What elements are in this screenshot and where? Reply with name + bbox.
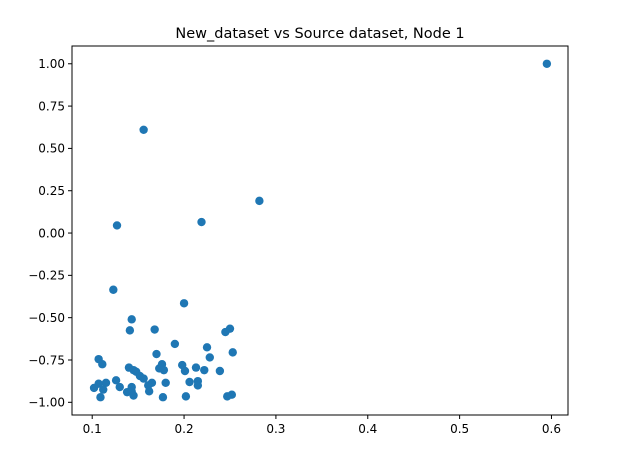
data-point <box>96 393 105 402</box>
data-point <box>115 382 124 392</box>
chart-title: New_dataset vs Source dataset, Node 1 <box>175 26 464 42</box>
y-tick-label: −0.75 <box>28 353 65 367</box>
x-tick-label: 0.6 <box>542 422 561 436</box>
data-point <box>159 365 169 375</box>
data-point <box>99 385 108 394</box>
data-point <box>139 374 148 383</box>
data-point <box>215 366 225 376</box>
x-tick-label: 0.3 <box>266 422 285 436</box>
y-tick-label: −1.00 <box>28 396 65 410</box>
data-point <box>180 366 190 376</box>
data-point <box>161 378 170 388</box>
data-point <box>125 326 135 335</box>
data-point <box>129 391 138 400</box>
data-point <box>152 349 161 359</box>
data-point <box>205 353 214 362</box>
data-point <box>144 387 154 396</box>
data-point <box>158 393 168 402</box>
data-point <box>200 365 209 375</box>
data-point <box>542 59 552 68</box>
data-point <box>191 363 201 372</box>
y-tick-label: 1.00 <box>38 57 65 71</box>
data-point <box>109 285 118 294</box>
data-point <box>101 378 111 388</box>
data-point <box>197 217 206 227</box>
x-tick-label: 0.4 <box>358 422 377 436</box>
data-point <box>181 392 191 401</box>
data-point <box>223 392 232 401</box>
y-tick-label: 0.75 <box>38 99 65 113</box>
plot-frame <box>71 45 569 416</box>
x-tick-label: 0.2 <box>175 422 194 436</box>
data-point <box>255 196 264 206</box>
x-tick-label: 0.5 <box>450 422 469 436</box>
data-point <box>193 381 203 390</box>
data-point <box>202 343 212 352</box>
data-point <box>98 360 107 369</box>
data-point <box>170 339 180 349</box>
data-point <box>112 221 122 230</box>
data-point <box>221 327 230 337</box>
axes: 0.1 0.2 0.3 0.4 0.5 0.6 −1.00 −0.75 −0.50 −0.25 0.… <box>28 45 569 436</box>
data-point <box>228 348 237 357</box>
data-point <box>127 315 136 324</box>
data-point <box>89 383 99 393</box>
data-point <box>139 125 148 134</box>
data-points <box>89 59 552 402</box>
y-tick-label: −0.25 <box>28 269 65 283</box>
y-tick-label: 0.50 <box>38 142 65 156</box>
data-point <box>185 377 194 387</box>
y-tick-label: −0.50 <box>28 311 65 325</box>
data-point <box>179 299 189 308</box>
y-tick-label: 0.25 <box>38 184 65 198</box>
data-point <box>150 325 159 334</box>
x-tick-label: 0.1 <box>83 422 102 436</box>
y-tick-label: 0.00 <box>38 226 65 240</box>
data-point <box>111 376 121 385</box>
